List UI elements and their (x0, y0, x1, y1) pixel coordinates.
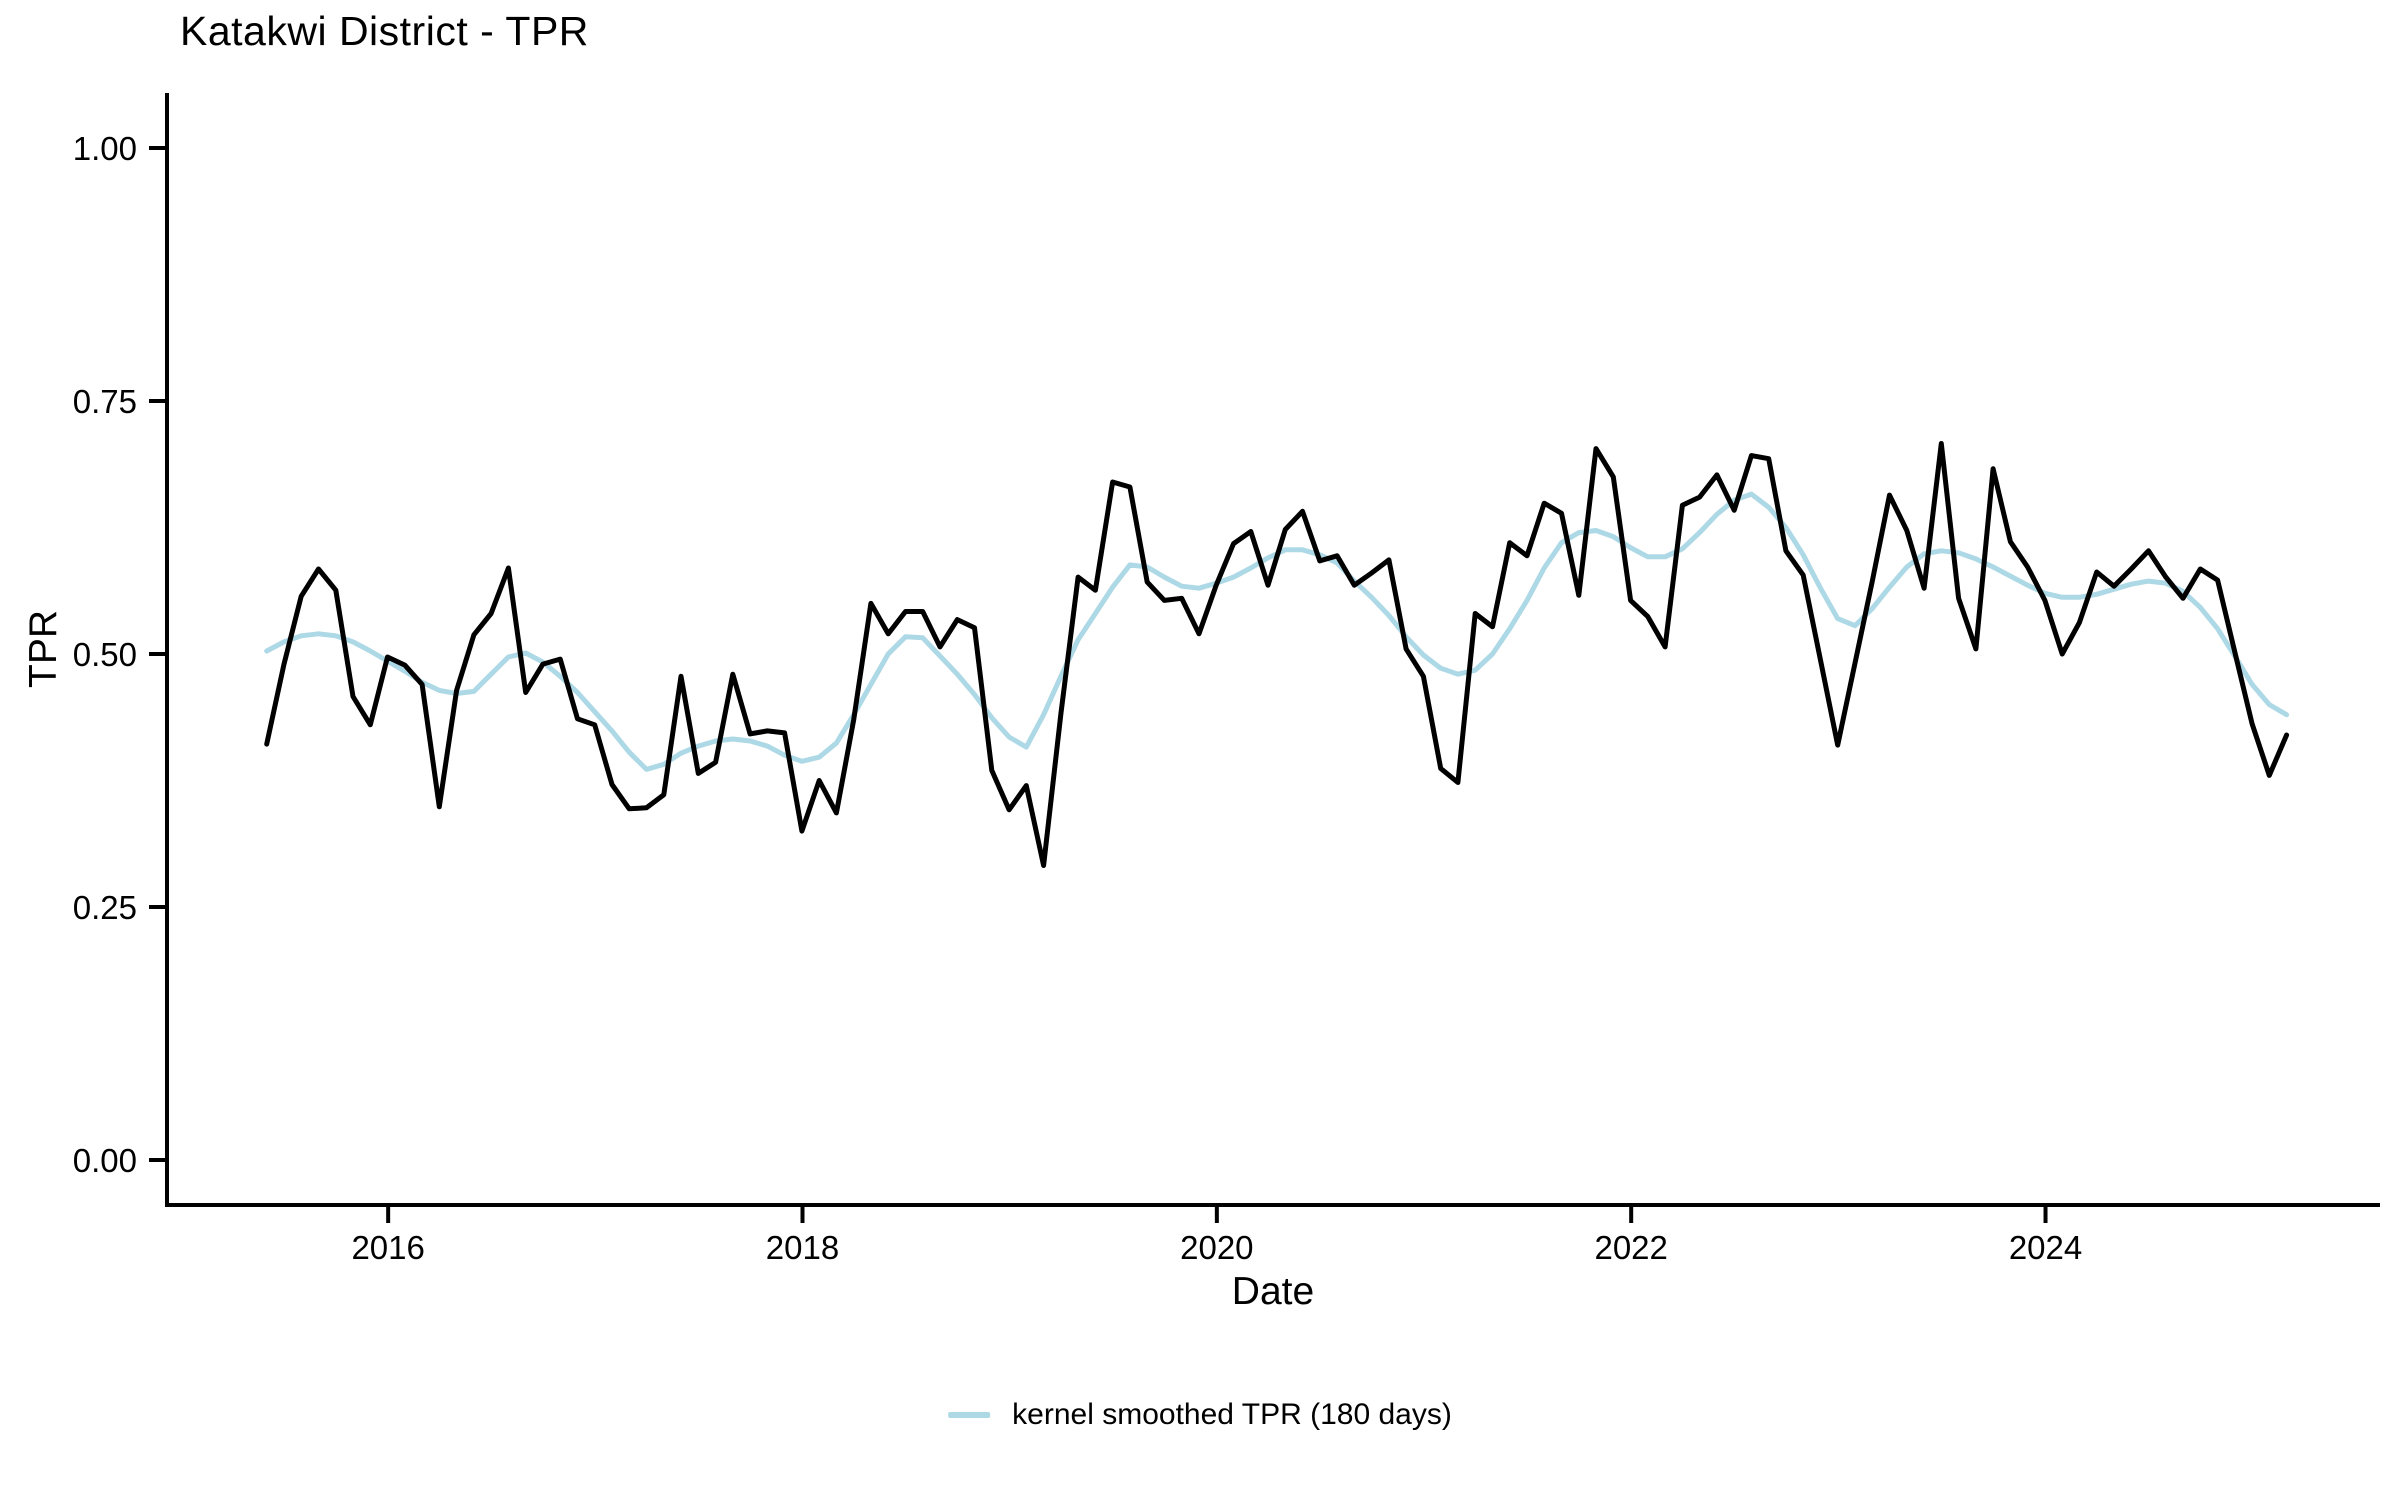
x-tick-label: 2018 (766, 1229, 839, 1266)
legend-line-swatch (948, 1412, 991, 1418)
y-tick-label: 1.00 (73, 130, 137, 167)
x-tick-label: 2024 (2009, 1229, 2082, 1266)
legend-label: kernel smoothed TPR (180 days) (1012, 1398, 1452, 1431)
y-tick-label: 0.75 (73, 383, 137, 420)
x-axis-title: Date (1231, 1270, 1315, 1313)
chart-title: Katakwi District - TPR (180, 8, 589, 54)
x-tick-label: 2020 (1180, 1229, 1253, 1266)
tpr-line (264, 441, 2290, 868)
y-tick-label: 0.50 (73, 636, 137, 673)
y-tick-label: 0.00 (73, 1142, 137, 1179)
x-tick-label: 2016 (351, 1229, 424, 1266)
legend: kernel smoothed TPR (180 days) (948, 1398, 1452, 1432)
x-tick-label: 2022 (1594, 1229, 1667, 1266)
smoothed-tpr-line (264, 491, 2290, 772)
y-tick-label: 0.25 (73, 889, 137, 926)
